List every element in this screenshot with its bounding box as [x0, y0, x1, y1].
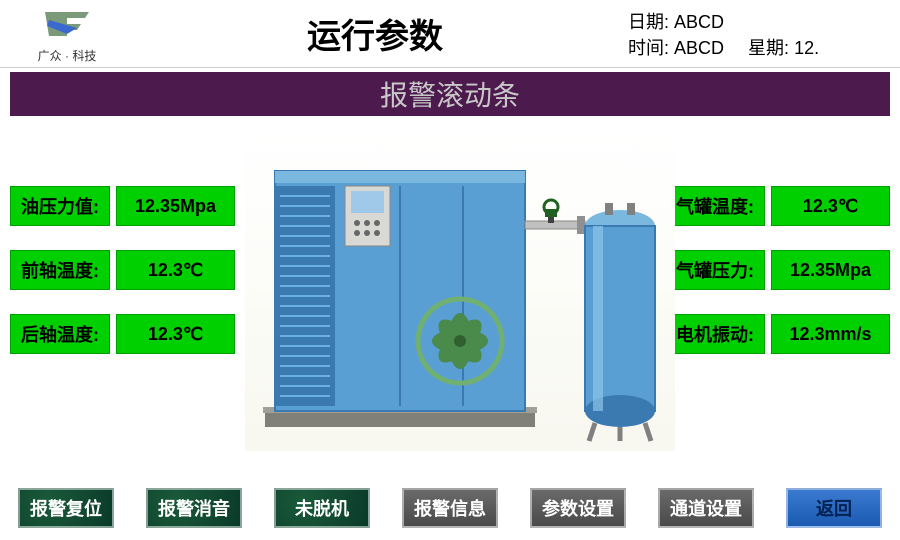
- param-tank-temp: 气罐温度: 12.3℃: [665, 186, 890, 226]
- param-column-left: 油压力值: 12.35Mpa 前轴温度: 12.3℃ 后轴温度: 12.3℃: [10, 186, 235, 354]
- time-value: ABCD: [674, 38, 724, 58]
- week-value: 12.: [794, 38, 819, 58]
- return-button[interactable]: 返回: [786, 488, 882, 528]
- offline-status-button[interactable]: 未脱机: [274, 488, 370, 528]
- logo-icon: [37, 4, 97, 44]
- param-column-right: 气罐温度: 12.3℃ 气罐压力: 12.35Mpa 电机振动: 12.3mm/…: [665, 186, 890, 354]
- button-bar: 报警复位 报警消音 未脱机 报警信息 参数设置 通道设置 返回: [18, 488, 882, 528]
- page-title: 运行参数: [122, 9, 628, 58]
- datetime-block: 日期: ABCD 时间: ABCD 星期: 12.: [628, 8, 888, 60]
- date-label: 日期:: [628, 12, 669, 32]
- alarm-mute-button[interactable]: 报警消音: [146, 488, 242, 528]
- param-settings-button[interactable]: 参数设置: [530, 488, 626, 528]
- alarm-info-button[interactable]: 报警信息: [402, 488, 498, 528]
- channel-settings-button[interactable]: 通道设置: [658, 488, 754, 528]
- param-label: 气罐压力:: [665, 250, 765, 290]
- param-value: 12.35Mpa: [116, 186, 235, 226]
- param-label: 气罐温度:: [665, 186, 765, 226]
- param-label: 油压力值:: [10, 186, 110, 226]
- date-value: ABCD: [674, 12, 724, 32]
- week-label: 星期:: [748, 38, 789, 58]
- param-oil-pressure: 油压力值: 12.35Mpa: [10, 186, 235, 226]
- time-label: 时间:: [628, 38, 669, 58]
- param-value: 12.3℃: [116, 314, 235, 354]
- param-value: 12.35Mpa: [771, 250, 890, 290]
- param-front-bearing-temp: 前轴温度: 12.3℃: [10, 250, 235, 290]
- alarm-reset-button[interactable]: 报警复位: [18, 488, 114, 528]
- param-label: 电机振动:: [665, 314, 765, 354]
- alarm-scroll-bar: 报警滚动条: [10, 72, 890, 116]
- alarm-scroll-text: 报警滚动条: [380, 74, 520, 114]
- title-block: 运行参数: [122, 9, 628, 58]
- param-label: 后轴温度:: [10, 314, 110, 354]
- param-motor-vibration: 电机振动: 12.3mm/s: [665, 314, 890, 354]
- equipment-diagram: [245, 131, 675, 451]
- param-value: 12.3mm/s: [771, 314, 890, 354]
- param-label: 前轴温度:: [10, 250, 110, 290]
- header: 广众 · 科技 运行参数 日期: ABCD 时间: ABCD 星期: 12.: [0, 0, 900, 68]
- param-value: 12.3℃: [771, 186, 890, 226]
- param-value: 12.3℃: [116, 250, 235, 290]
- logo: 广众 · 科技: [12, 4, 122, 64]
- param-tank-pressure: 气罐压力: 12.35Mpa: [665, 250, 890, 290]
- param-rear-bearing-temp: 后轴温度: 12.3℃: [10, 314, 235, 354]
- logo-subtext: 广众 · 科技: [12, 47, 122, 64]
- main-area: 油压力值: 12.35Mpa 前轴温度: 12.3℃ 后轴温度: 12.3℃ 气…: [10, 126, 890, 466]
